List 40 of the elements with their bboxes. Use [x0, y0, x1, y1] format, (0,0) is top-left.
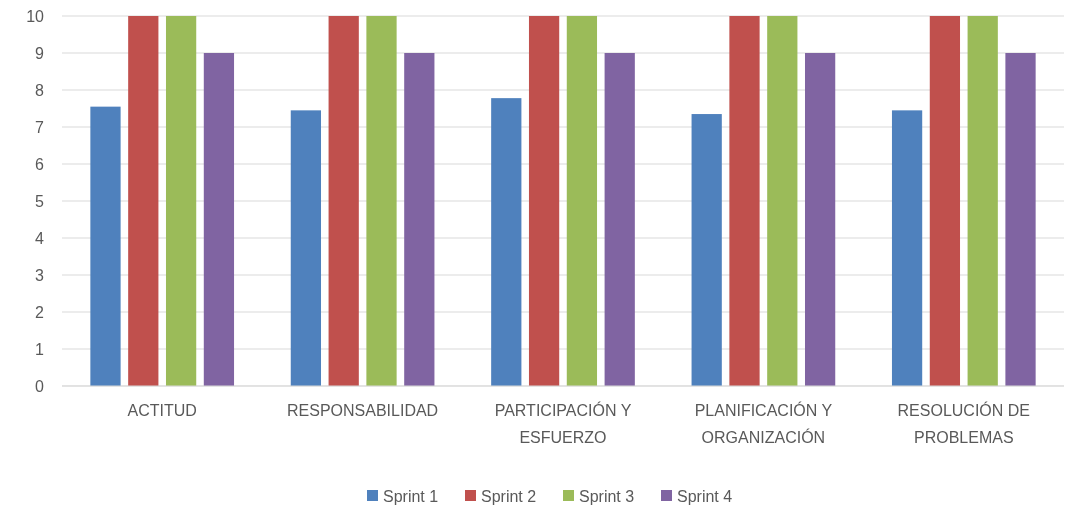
- bar: [804, 53, 836, 386]
- legend-label: Sprint 1: [383, 487, 439, 505]
- bar: [165, 16, 197, 386]
- bar: [203, 53, 235, 386]
- y-tick-label: 1: [35, 340, 45, 358]
- x-tick-label: ACTITUD: [127, 402, 197, 419]
- bar: [128, 16, 159, 386]
- bar: [891, 110, 923, 386]
- bar: [967, 16, 998, 386]
- bar: [328, 16, 359, 386]
- x-tick-label: PARTICIPACIÓN Y ESFUERZO: [494, 401, 632, 446]
- bar: [404, 53, 435, 386]
- y-tick-label: 4: [35, 229, 45, 247]
- y-tick-label: 6: [35, 155, 45, 173]
- x-tick-label: RESOLUCIÓN DE PROBLEMAS: [897, 401, 1031, 446]
- legend-label: Sprint 4: [677, 487, 733, 505]
- bar: [366, 16, 397, 386]
- bar: [1005, 53, 1036, 386]
- legend-label: Sprint 3: [579, 487, 635, 505]
- bar: [528, 16, 560, 386]
- bar: [767, 16, 798, 386]
- y-tick-label: 8: [35, 81, 45, 99]
- legend-label: Sprint 2: [481, 487, 537, 505]
- bar: [729, 16, 760, 386]
- x-tick-label: RESPONSABILIDAD: [287, 402, 439, 419]
- y-tick-label: 0: [35, 377, 45, 395]
- bar: [290, 110, 322, 386]
- y-tick-label: 5: [35, 192, 45, 210]
- y-tick-label: 7: [35, 118, 45, 136]
- x-tick-label: PLANIFICACIÓN Y ORGANIZACIÓN: [694, 401, 833, 446]
- bar: [691, 114, 722, 386]
- bar: [566, 16, 598, 386]
- y-tick-label: 2: [35, 303, 45, 321]
- bar: [929, 16, 961, 386]
- bar: [491, 98, 522, 386]
- y-tick-label: 9: [35, 44, 45, 62]
- y-tick-label: 3: [35, 266, 45, 284]
- y-tick-label: 10: [26, 7, 45, 25]
- bar: [90, 106, 121, 386]
- bar: [604, 53, 635, 386]
